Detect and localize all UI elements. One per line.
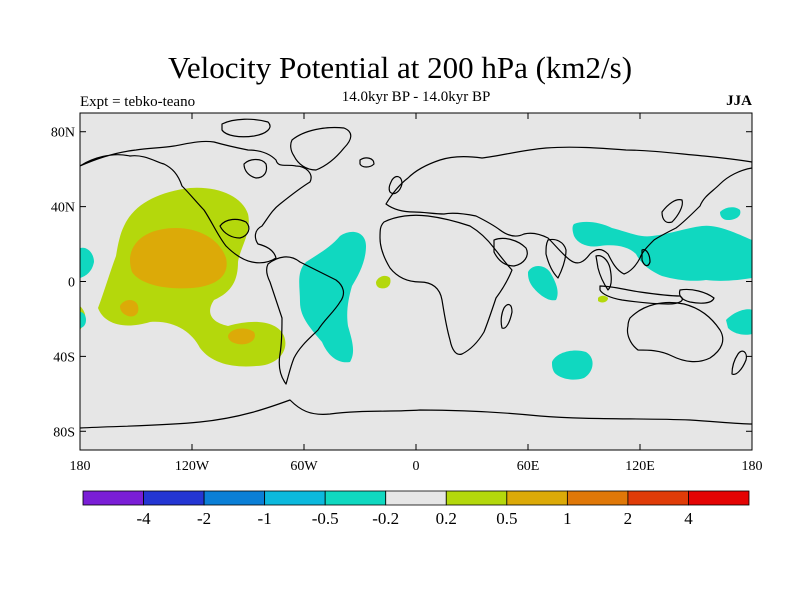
- colorbar-label: -2: [197, 509, 211, 528]
- coastline-greenland: [290, 126, 352, 171]
- lon-tick-label: 60E: [517, 459, 540, 474]
- coastline-europe-asia: [385, 146, 752, 275]
- coastline-north-america: [80, 140, 312, 264]
- colorbar-label: -0.2: [372, 509, 399, 528]
- coastline-india: [545, 238, 567, 279]
- colorbar-label: 4: [684, 509, 693, 528]
- coastline-new-zealand: [731, 350, 747, 375]
- lat-tick-label: 40S: [53, 350, 75, 365]
- colorbar-swatch-3: [264, 490, 326, 506]
- contour-negative-east-edge-south: [726, 309, 752, 335]
- coastline-philippines: [641, 249, 651, 267]
- colorbar: -4 -2 -1 -0.5 -0.2 0.2 0.5 1 2 4: [82, 490, 750, 528]
- lon-tick-label: 60W: [290, 459, 318, 474]
- colorbar-swatch-7: [506, 490, 568, 506]
- plot-title: Velocity Potential at 200 hPa (km2/s): [167, 50, 633, 85]
- lat-tick-label: 0: [68, 276, 75, 291]
- lat-tick-label: 80N: [51, 126, 75, 141]
- colorbar-swatch-0: [82, 490, 144, 506]
- latitude-axis: 80N 40N 0 40S 80S: [51, 126, 752, 440]
- coastline-south-america: [266, 256, 345, 385]
- contour-negative-arabian-sea: [528, 266, 558, 301]
- contour-negative-south-indian: [552, 350, 593, 380]
- coastline-arabia: [493, 237, 528, 267]
- contour-positive-indian-small: [598, 295, 608, 303]
- colorbar-swatch-8: [566, 490, 629, 506]
- colorbar-label: 0.2: [436, 509, 457, 528]
- colorbar-label: 2: [624, 509, 633, 528]
- coastline-antarctica: [80, 399, 752, 429]
- contour-negative-atlantic: [299, 231, 366, 363]
- colorbar-swatch-2: [203, 490, 266, 506]
- contour-positive-atlantic-small: [376, 275, 391, 289]
- lon-tick-label: 0: [413, 459, 420, 474]
- colorbar-swatch-1: [143, 490, 205, 506]
- contour-core-south-pacific-west: [120, 300, 139, 317]
- colorbar-label: 1: [563, 509, 572, 528]
- coastlines: [80, 118, 752, 429]
- coastline-australia: [626, 301, 724, 363]
- coastline-iceland: [359, 157, 375, 168]
- coastline-madagascar: [500, 303, 513, 329]
- coastline-british-isles: [388, 175, 403, 195]
- contour-negative-west-pacific: [572, 221, 752, 281]
- colorbar-swatch-9: [627, 490, 689, 506]
- colorbar-label: 0.5: [496, 509, 517, 528]
- colorbar-label: -0.5: [312, 509, 339, 528]
- contour-negative-west-edge: [80, 247, 94, 278]
- colorbar-swatch-6: [445, 490, 508, 506]
- contour-negative-west-edge-south: [80, 312, 86, 328]
- colorbar-swatch-10: [688, 490, 750, 506]
- lon-tick-label: 120E: [625, 459, 655, 474]
- lon-tick-label: 120W: [175, 459, 210, 474]
- experiment-label: Expt = tebko-teano: [80, 94, 196, 110]
- coastline-gulf-of-mexico: [219, 218, 250, 239]
- colorbar-swatch-5: [385, 490, 447, 506]
- longitude-axis: 180 120W 60W 0 60E 120E 180: [70, 113, 763, 474]
- contour-fills: [80, 187, 752, 380]
- lon-tick-label: 180: [742, 459, 763, 474]
- lat-tick-label: 40N: [51, 201, 75, 216]
- lat-tick-label: 80S: [53, 425, 75, 440]
- lon-tick-label: 180: [70, 459, 91, 474]
- coastline-canadian-archipelago: [221, 118, 271, 138]
- coastline-new-guinea: [678, 288, 715, 304]
- coastline-southeast-asia: [595, 255, 612, 291]
- coastline-indonesia: [599, 285, 683, 305]
- coastline-hudson-bay: [243, 158, 268, 179]
- colorbar-swatch-4: [324, 490, 387, 506]
- contour-core-south-pacific-east: [228, 328, 255, 345]
- season-label: JJA: [726, 93, 752, 109]
- contour-core-east-pacific: [130, 228, 227, 289]
- coastline-africa: [379, 214, 513, 355]
- contour-negative-far-east-small: [720, 207, 741, 220]
- plot-subtitle: 14.0kyr BP - 14.0kyr BP: [341, 89, 491, 105]
- colorbar-label: -4: [136, 509, 151, 528]
- coastline-japan: [661, 199, 683, 224]
- colorbar-label: -1: [258, 509, 272, 528]
